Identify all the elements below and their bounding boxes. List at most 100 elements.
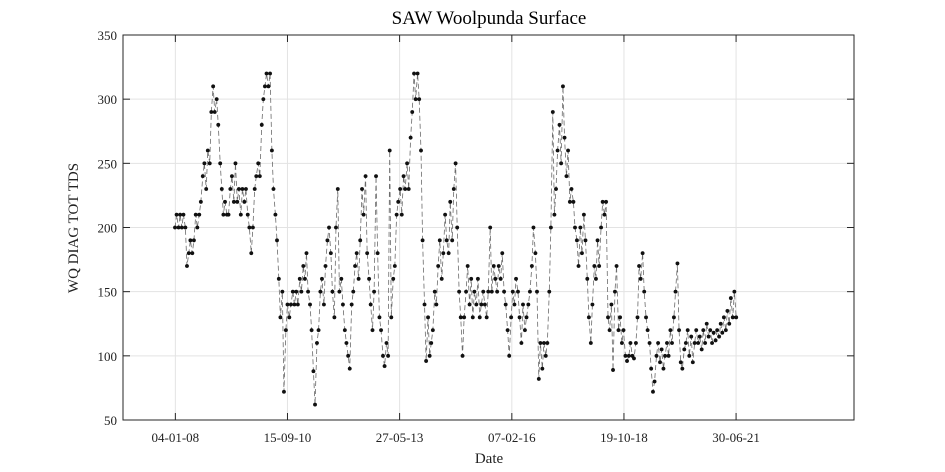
- data-point: [198, 199, 203, 204]
- data-point: [436, 264, 441, 268]
- data-point: [557, 122, 562, 127]
- data-point: [498, 276, 503, 281]
- data-point: [176, 225, 181, 230]
- data-point: [718, 321, 723, 326]
- data-point: [455, 225, 460, 230]
- data-point: [346, 353, 351, 358]
- data-point: [426, 315, 431, 320]
- data-point: [379, 328, 383, 333]
- data-point: [649, 366, 654, 371]
- data-point: [586, 315, 591, 320]
- data-point: [536, 376, 541, 381]
- data-point: [607, 328, 612, 333]
- data-point: [479, 302, 484, 307]
- data-point: [725, 308, 730, 313]
- data-point: [580, 251, 584, 256]
- data-point: [386, 353, 391, 358]
- data-point: [491, 264, 496, 268]
- data-point: [275, 238, 279, 243]
- data-point: [567, 199, 572, 204]
- data-point: [616, 328, 621, 333]
- data-point: [671, 315, 676, 320]
- data-point: [548, 225, 553, 230]
- data-point: [424, 359, 429, 363]
- data-point: [368, 302, 373, 307]
- data-point: [464, 289, 469, 294]
- data-point: [236, 187, 241, 191]
- y-tick-label: 200: [98, 221, 118, 236]
- data-point: [602, 212, 607, 217]
- data-point: [434, 302, 439, 307]
- data-point: [527, 289, 532, 294]
- data-point: [443, 212, 448, 217]
- data-point: [628, 341, 633, 345]
- data-point: [541, 341, 546, 345]
- data-point: [446, 251, 451, 256]
- data-point: [552, 212, 557, 217]
- data-point: [304, 251, 309, 256]
- data-point: [430, 328, 435, 333]
- data-point: [413, 97, 418, 102]
- y-tick-label: 300: [98, 92, 118, 107]
- y-tick-label: 100: [98, 349, 118, 364]
- data-point: [720, 330, 725, 335]
- data-point: [614, 264, 619, 268]
- data-point: [209, 110, 214, 114]
- data-point: [604, 199, 609, 204]
- data-point: [262, 84, 267, 89]
- data-point: [651, 389, 655, 394]
- data-point: [462, 315, 467, 320]
- data-point: [659, 347, 664, 352]
- data-point: [417, 97, 422, 102]
- data-point: [713, 338, 718, 343]
- data-point: [261, 97, 266, 102]
- data-point: [526, 302, 531, 307]
- data-point: [318, 289, 323, 294]
- data-point: [697, 334, 702, 339]
- y-tick-label: 350: [98, 28, 118, 43]
- data-point: [195, 225, 200, 230]
- data-point: [200, 174, 205, 179]
- data-point: [460, 353, 465, 358]
- data-point: [734, 315, 739, 320]
- data-point: [235, 199, 240, 204]
- data-point: [181, 212, 186, 217]
- data-point: [555, 148, 560, 153]
- data-point: [706, 334, 711, 339]
- point-layer: [173, 71, 739, 407]
- data-point: [301, 264, 306, 268]
- data-point: [299, 289, 304, 294]
- data-point: [533, 251, 538, 256]
- data-point: [306, 289, 311, 294]
- data-point: [529, 264, 534, 268]
- data-point: [665, 341, 669, 345]
- data-point: [732, 289, 737, 294]
- data-point: [264, 71, 269, 76]
- data-point: [188, 238, 193, 243]
- data-point: [295, 302, 300, 307]
- data-point: [422, 302, 427, 307]
- data-point: [280, 289, 285, 294]
- chart-title: SAW Woolpunda Surface: [392, 8, 587, 29]
- data-point: [721, 315, 726, 320]
- data-point: [190, 251, 195, 256]
- x-tick-label: 07-02-16: [488, 430, 536, 445]
- data-point: [381, 353, 385, 358]
- data-point: [439, 276, 444, 281]
- data-point: [372, 289, 377, 294]
- data-point: [226, 212, 231, 217]
- data-point: [375, 251, 380, 256]
- data-point: [408, 135, 413, 140]
- data-point: [510, 289, 515, 294]
- data-point: [554, 187, 558, 191]
- data-point: [233, 161, 238, 166]
- data-point: [611, 368, 615, 372]
- data-point: [708, 328, 713, 333]
- data-point: [269, 148, 274, 153]
- data-point: [581, 212, 586, 217]
- data-point: [193, 212, 198, 217]
- data-point: [399, 212, 404, 217]
- data-point: [595, 238, 600, 243]
- data-point: [268, 71, 273, 76]
